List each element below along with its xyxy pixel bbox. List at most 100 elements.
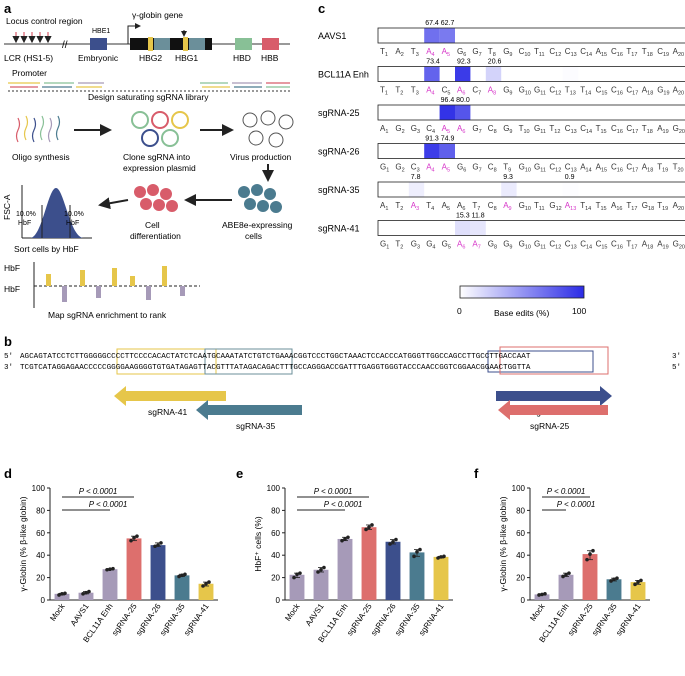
base-letter: T10: [519, 124, 530, 135]
base-letter: C12: [549, 47, 561, 58]
prime-5-top: 5′: [4, 353, 13, 361]
base-letter: G2: [395, 163, 404, 174]
base-letter: T2: [395, 240, 403, 251]
base-letter: C19: [657, 47, 669, 58]
break-mark: //: [62, 40, 68, 51]
base-letter: G10: [519, 201, 531, 212]
edit-cell: [455, 66, 471, 82]
y-tick-label: 100: [32, 484, 46, 493]
sgrna-35-box: [204, 348, 293, 375]
y-tick-label: 60: [36, 529, 45, 538]
cell-diff-label-1: Cell: [145, 220, 160, 230]
lcr-arrows: [12, 32, 52, 44]
base-letter: G19: [657, 86, 669, 97]
base-letter: A18: [642, 86, 653, 97]
base-letter: T19: [657, 201, 668, 212]
y-tick-label: 40: [271, 551, 280, 560]
edit-cell: [485, 66, 502, 82]
base-letter: G8: [488, 240, 497, 251]
base-letter: A4: [426, 163, 434, 174]
base-letter: A7: [472, 240, 480, 251]
hbd-gene: [235, 38, 252, 50]
y-tick-label: 0: [41, 596, 46, 605]
base-letter: G11: [534, 163, 546, 174]
base-letter: G9: [503, 47, 512, 58]
bar: [150, 545, 166, 600]
edit-cell: [424, 28, 440, 43]
base-letter: G11: [534, 86, 546, 97]
gamma-gene-label: γ-globin gene: [132, 10, 183, 20]
sgrna-25-box: [499, 346, 609, 375]
base-letter: T15: [596, 201, 607, 212]
base-letter: C3: [411, 163, 420, 174]
base-letter: A5: [442, 124, 450, 135]
row-label: sgRNA-41: [318, 224, 360, 234]
hbd-label: HBD: [233, 53, 251, 63]
base-letter: A20: [673, 201, 684, 212]
base-letter: G10: [519, 86, 531, 97]
bar: [361, 527, 377, 600]
heatmap-row: sgRNA-26 91.3 74.9 G1 G2 C3 A4 A5 G6 G7 C8 T9 G10 G1…: [318, 136, 685, 174]
base-letter: G12: [549, 201, 561, 212]
base-letter: C15: [596, 240, 608, 251]
value-label: 67.4 62.7: [425, 20, 454, 27]
bar: [289, 574, 305, 600]
panel-a-label: a: [4, 1, 12, 16]
colorbar-max: 100: [572, 306, 586, 316]
chart-f: 0 20 40 60 80 100 γ-Globin (% β-like globin) Mo…: [498, 484, 650, 644]
heatmap-row: sgRNA-25 96.4 80.0 A1 G2 G3 C4 A5 A6 G7 C8 G9 T10 G1…: [318, 97, 685, 135]
y-tick-label: 20: [36, 574, 45, 583]
clone-label-1: Clone sgRNA into: [123, 152, 190, 162]
design-library-label: Design saturating sgRNA library: [88, 92, 209, 102]
base-letter: A15: [596, 163, 607, 174]
base-letter: G7: [472, 163, 481, 174]
sort-label: Sort cells by HbF: [14, 244, 79, 254]
edit-cell: [439, 28, 455, 43]
base-letter: C5: [442, 86, 451, 97]
edit-cell: [408, 182, 425, 197]
base-letter: T3: [411, 86, 419, 97]
y-tick-label: 40: [516, 551, 525, 560]
base-letter: C17: [626, 86, 638, 97]
edit-cell: [424, 143, 440, 159]
row-label: AAVS1: [318, 31, 346, 41]
pct-left: 10.0%: [16, 211, 36, 218]
base-letter: T11: [534, 47, 545, 58]
row-frame: [377, 27, 685, 44]
y-tick-label: 80: [516, 506, 525, 515]
colorbar: [459, 285, 585, 299]
hbe1-gene: [90, 38, 107, 50]
y-tick-label: 0: [276, 596, 281, 605]
bar: [409, 552, 425, 600]
edit-cell: [439, 105, 455, 120]
hbg2-label: HBG2: [139, 53, 162, 63]
base-letter: T14: [580, 86, 591, 97]
heatmap-row: AAVS1 67.4 62.7 T1 A2 T3 A4 A5 G6 G7 T8 G9 C10 T11 C1…: [318, 20, 685, 58]
base-letter: G10: [519, 240, 531, 251]
base-letter: A1: [380, 201, 388, 212]
base-letter: A20: [673, 47, 684, 58]
pct-right: 10.0%: [64, 211, 84, 218]
sgrna-library-arrows: [8, 82, 290, 88]
rank-bars: [46, 266, 185, 302]
value-label: 91.3 74.9: [425, 136, 454, 143]
virus-icon: [242, 110, 294, 148]
base-letter: C16: [611, 240, 623, 251]
base-letter: T14: [580, 201, 591, 212]
panel-a: a Locus control region γ-globin gene HBE…: [2, 1, 294, 320]
sgrna-26-box: [487, 350, 594, 373]
base-letter: C16: [611, 86, 623, 97]
embryonic-label: Embryonic: [78, 53, 119, 63]
base-letter: C13: [565, 47, 577, 58]
y-tick-label: 60: [271, 529, 280, 538]
sgrna-25-label: sgRNA-25: [530, 421, 569, 431]
bar: [126, 538, 142, 600]
base-letter: C8: [488, 201, 497, 212]
base-letter: T11: [534, 201, 545, 212]
base-letter: C14: [580, 47, 592, 58]
base-letter: A13: [565, 201, 576, 212]
hbf-plus-label: HbF: [66, 220, 79, 227]
base-letter: T3: [411, 47, 419, 58]
base-letter: G4: [426, 240, 435, 251]
